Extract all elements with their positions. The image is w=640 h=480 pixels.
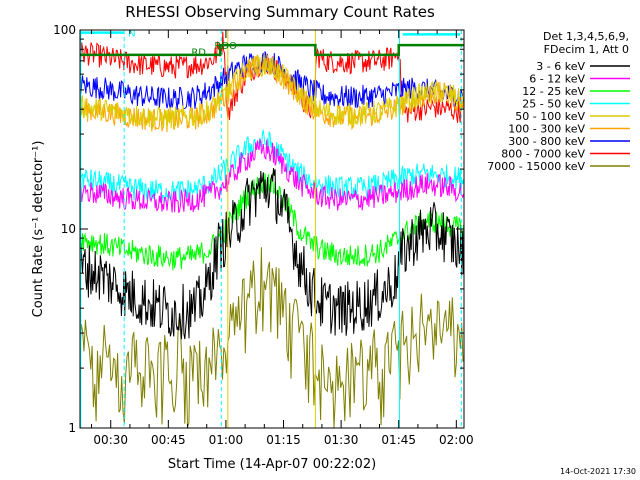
y-tick-label: 10 [61,222,76,236]
x-tick-label: 02:00 [439,433,474,447]
legend-entry-label: 100 - 300 keV [508,123,585,136]
x-tick-label: 01:15 [266,433,301,447]
x-axis-label: Start Time (14-Apr-07 00:22:02) [168,457,376,472]
legend-header-line-2: FDecim 1, Att 0 [544,43,629,56]
legend-entry-label: 7000 - 15000 keV [487,160,585,173]
annotation-label: RDO [214,41,237,52]
timestamp-label: 14-Oct-2021 17:30 [560,467,636,476]
legend: Det 1,3,4,5,6,9, FDecim 1, Att 0 3 - 6 k… [487,30,630,173]
x-tick-label: 00:45 [151,433,186,447]
legend-entry-label: 25 - 50 keV [522,98,585,111]
attenuator-state-line [80,43,464,57]
legend-entry-label: 3 - 6 keV [536,60,585,73]
x-axis: 00:30 00:45 01:00 01:15 01:30 01:45 02:00 [91,30,474,447]
y-axis-label: Count Rate (s⁻¹ detector⁻¹) [31,141,46,318]
x-tick-label: 00:30 [93,433,128,447]
x-tick-label: 01:00 [209,433,244,447]
legend-entry-label: 800 - 7000 keV [501,148,585,161]
y-tick-label: 1 [68,421,76,435]
x-tick-label: 01:45 [381,433,416,447]
y-tick-label: 100 [53,23,76,37]
annotation-label: RD [191,47,206,58]
chart-title: RHESSI Observing Summary Count Rates [125,3,435,21]
legend-entry-label: 300 - 800 keV [508,135,585,148]
y-axis: 1 10 100 [53,23,464,435]
x-tick-label: 01:30 [324,433,359,447]
annotation-label: N [128,29,135,40]
legend-header-line-1: Det 1,3,4,5,6,9, [543,30,629,43]
legend-entry-label: 12 - 25 keV [522,85,585,98]
legend-entry-label: 50 - 100 keV [515,110,585,123]
legend-entry-label: 6 - 12 keV [529,73,585,86]
